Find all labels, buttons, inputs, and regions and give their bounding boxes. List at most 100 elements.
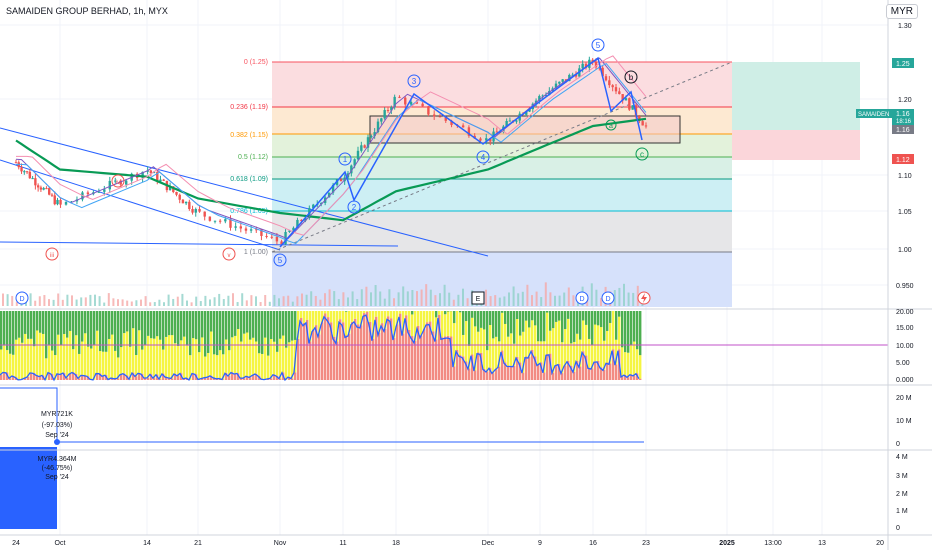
osc-bar xyxy=(483,368,486,380)
osc-bar xyxy=(42,333,45,376)
osc-bar xyxy=(540,362,543,380)
fin-change: (-97.03%) xyxy=(42,422,73,429)
osc-bar xyxy=(141,349,144,374)
osc-bar xyxy=(219,311,222,351)
currency-button[interactable]: MYR xyxy=(885,4,918,19)
osc-line xyxy=(0,314,640,382)
osc-bar xyxy=(258,353,261,376)
osc-bar xyxy=(630,311,633,346)
price-tag: SAMAIDEN xyxy=(858,112,889,118)
osc-bar xyxy=(15,339,18,378)
osc-bar xyxy=(414,311,417,341)
osc-bar xyxy=(135,376,138,380)
fib-label: 1 (1.00) xyxy=(244,249,268,256)
candle-body xyxy=(198,209,201,212)
candle-body xyxy=(608,80,611,86)
osc-bar xyxy=(282,335,285,373)
osc-bar xyxy=(639,355,642,379)
osc-bar xyxy=(363,313,366,380)
volume-bar xyxy=(393,298,395,306)
osc-bar xyxy=(378,311,381,333)
osc-bar xyxy=(360,311,363,326)
volume-bar xyxy=(245,300,248,306)
candle-body xyxy=(366,137,370,148)
osc-bar xyxy=(306,319,309,380)
osc-bar xyxy=(240,341,243,378)
osc-bar xyxy=(552,328,555,373)
osc-bar xyxy=(0,374,3,380)
osc-bar xyxy=(147,377,150,380)
osc-bar xyxy=(129,311,132,347)
osc-bar xyxy=(102,351,105,377)
osc-bar xyxy=(333,336,336,380)
osc-bar xyxy=(165,311,168,337)
volume-bar xyxy=(540,297,543,306)
osc-bar xyxy=(54,355,57,380)
osc-bar xyxy=(429,311,432,322)
osc-bar xyxy=(267,311,270,356)
candle-body xyxy=(561,79,564,82)
osc-bar xyxy=(525,356,528,380)
volume-bar xyxy=(121,299,124,306)
fin-change: (-46.75%) xyxy=(42,465,73,472)
price-pane xyxy=(14,55,648,248)
osc-bar xyxy=(165,336,168,377)
osc-bar xyxy=(585,311,588,325)
osc-bar xyxy=(207,311,210,353)
osc-bar xyxy=(372,311,375,339)
osc-bar xyxy=(72,349,75,373)
wave-label: 5 xyxy=(278,256,283,265)
osc-bar xyxy=(627,377,630,380)
osc-bar xyxy=(324,311,327,314)
osc-bar xyxy=(108,311,111,339)
osc-bar xyxy=(144,311,147,345)
osc-bar xyxy=(309,311,312,342)
osc-bar xyxy=(582,320,585,352)
time-tick: 20 xyxy=(876,540,884,547)
osc-bar xyxy=(198,352,201,380)
osc-bar xyxy=(633,341,636,376)
candle-body xyxy=(432,114,436,117)
osc-bar xyxy=(270,339,273,379)
fin-value: MYR721K xyxy=(41,411,73,418)
osc-bar xyxy=(276,375,279,380)
candle-body xyxy=(64,201,68,205)
candle-body xyxy=(25,171,29,173)
volume-bar xyxy=(636,285,639,306)
osc-bar xyxy=(75,335,78,374)
osc-bar xyxy=(543,311,546,342)
osc-bar xyxy=(555,311,558,322)
osc-bar xyxy=(291,378,294,380)
candle-body xyxy=(495,131,499,133)
osc-bar xyxy=(252,337,255,376)
osc-bar xyxy=(444,311,447,315)
volume-bar xyxy=(379,291,382,306)
wave-labels: 1 2 3 4 5 5 a b c iii iv v xyxy=(45,38,649,267)
volume-bar xyxy=(439,293,441,306)
volume-bar xyxy=(11,295,14,306)
osc-bar xyxy=(480,327,483,353)
osc-bar xyxy=(48,372,51,380)
osc-bar xyxy=(147,335,150,378)
volume-bar xyxy=(590,283,593,306)
osc-bar xyxy=(570,365,573,380)
osc-bar xyxy=(321,311,324,323)
candle-body xyxy=(421,103,424,107)
osc-bar xyxy=(330,322,333,380)
candle-body xyxy=(356,150,360,160)
osc-bar xyxy=(60,345,63,375)
osc-bar xyxy=(162,311,165,350)
osc-bar xyxy=(201,337,204,379)
osc-bar xyxy=(111,334,114,378)
osc-bar xyxy=(597,311,600,326)
osc-bar xyxy=(153,378,156,380)
osc-bar xyxy=(123,311,126,334)
osc-bar xyxy=(315,325,318,380)
candle-body xyxy=(370,136,373,138)
osc-bar xyxy=(549,353,552,380)
osc-bar xyxy=(174,311,177,344)
osc-bar xyxy=(231,372,234,380)
osc-bar xyxy=(39,332,42,377)
osc-bar xyxy=(117,378,120,380)
osc-bar xyxy=(522,331,525,373)
